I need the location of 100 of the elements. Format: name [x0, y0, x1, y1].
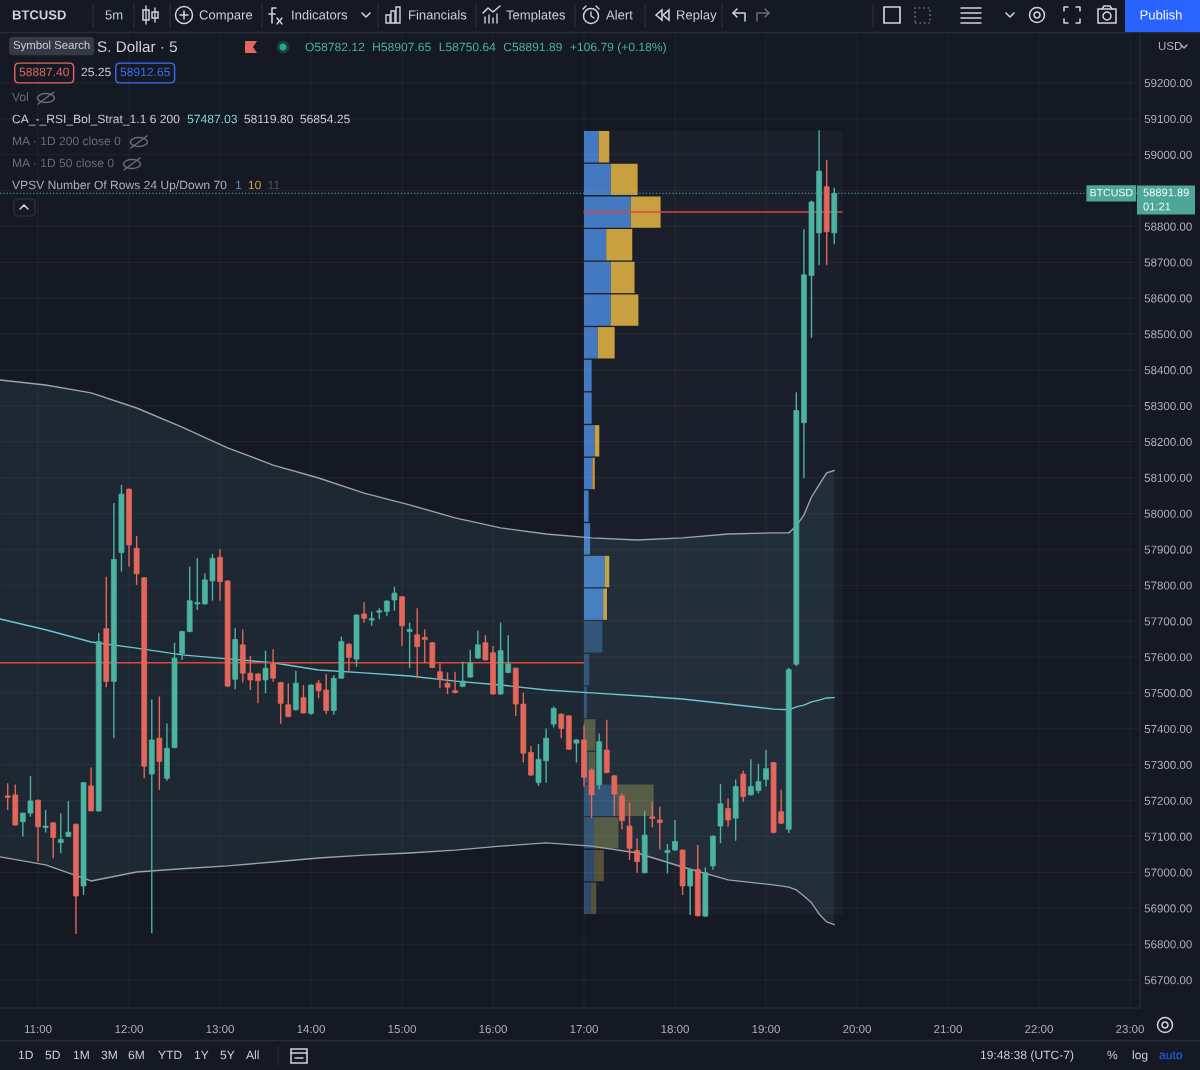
y-tick-label: 57500.00 — [1144, 689, 1192, 698]
candlestick — [57, 812, 64, 855]
y-tick-label: 57900.00 — [1144, 545, 1192, 554]
text: 1M — [73, 1050, 89, 1060]
candlestick — [475, 629, 481, 660]
bar — [590, 882, 597, 914]
text: Publish — [1140, 9, 1182, 20]
candlestick — [42, 809, 49, 834]
text: auto — [1159, 1051, 1183, 1060]
candlestick — [285, 682, 292, 719]
candlestick — [459, 661, 466, 688]
candlestick — [300, 684, 307, 715]
text: All — [246, 1050, 259, 1060]
bar — [603, 588, 607, 620]
candlestick — [528, 745, 534, 777]
candlestick — [740, 770, 747, 803]
annotation: 58887.40 — [19, 67, 69, 77]
text: Alert — [606, 9, 633, 20]
candlestick — [270, 648, 276, 683]
y-tick-label: 57600.00 — [1144, 653, 1192, 662]
text: 1D — [18, 1050, 33, 1060]
x-tick-label: 16:00 — [479, 1024, 507, 1034]
ref-line-label: BTCUSD — [1090, 188, 1133, 197]
text: 01:21 — [1143, 202, 1171, 211]
candlestick — [437, 662, 443, 689]
candlestick — [649, 800, 656, 828]
text: Financials — [409, 9, 467, 20]
candlestick — [444, 671, 451, 695]
candlestick — [179, 630, 185, 661]
annotation: Symbol Search — [13, 40, 90, 52]
line-series — [0, 842, 835, 926]
candlestick — [467, 649, 474, 679]
x-tick-label: 18:00 — [661, 1024, 689, 1034]
candlestick — [550, 705, 557, 729]
annotation: MA · 1D 200 close 0 — [12, 136, 121, 146]
text: Templates — [506, 9, 566, 23]
y-tick-label: 57100.00 — [1144, 832, 1192, 841]
text: 5Y — [220, 1050, 235, 1060]
candlestick — [603, 719, 610, 775]
text: Indicators — [292, 9, 348, 20]
y-tick-label: 58800.00 — [1144, 222, 1192, 231]
annotation: H58907.65 — [373, 42, 431, 52]
annotation: 25.25 — [81, 67, 111, 77]
text: YTD — [158, 1050, 182, 1060]
x-tick-label: 14:00 — [297, 1024, 325, 1034]
y-tick-label: 56700.00 — [1144, 976, 1192, 985]
annotation: CA_-_RSI_Bol_Strat_1.1 6 200 — [12, 114, 180, 126]
y-tick-label: 57700.00 — [1144, 617, 1192, 626]
text: 19:48:38 (UTC-7) — [980, 1050, 1074, 1062]
bar — [584, 588, 604, 620]
bar — [598, 131, 610, 163]
x-tick-label: 23:00 — [1116, 1024, 1144, 1034]
bar — [584, 686, 588, 718]
x-tick-label: 22:00 — [1025, 1024, 1053, 1034]
candlestick — [626, 802, 633, 861]
y-tick-label: 57800.00 — [1144, 581, 1192, 590]
y-tick-label: 58600.00 — [1144, 294, 1192, 303]
candlestick — [558, 712, 565, 739]
candlestick — [277, 681, 284, 725]
bar — [592, 457, 595, 490]
candlestick — [414, 607, 421, 679]
y-tick-label: 59000.00 — [1144, 150, 1192, 159]
y-tick-label: 59200.00 — [1144, 79, 1192, 88]
text: 3M — [101, 1050, 117, 1060]
annotation: 58119.80 — [244, 114, 293, 124]
candlestick — [361, 601, 367, 624]
y-tick-label: 56900.00 — [1144, 904, 1192, 913]
y-tick-label: 58200.00 — [1144, 437, 1192, 447]
x-tick-label: 21:00 — [934, 1024, 962, 1034]
candlestick — [156, 695, 163, 791]
y-tick-label: 57300.00 — [1144, 760, 1192, 769]
x-tick-label: 13:00 — [206, 1024, 234, 1034]
candlestick — [421, 628, 428, 664]
text: Compare — [199, 10, 253, 23]
y-tick-label: 58400.00 — [1144, 366, 1192, 375]
y-tick-label: 57400.00 — [1144, 724, 1192, 734]
candlestick — [50, 821, 57, 860]
y-tick-label: 58700.00 — [1144, 258, 1192, 267]
y-tick-label: 57200.00 — [1144, 796, 1192, 805]
candlestick — [262, 649, 269, 694]
bar — [584, 882, 591, 914]
candlestick — [346, 642, 352, 673]
y-tick-label: 58300.00 — [1144, 401, 1192, 411]
candlestick — [656, 805, 663, 851]
annotation: VPSV Number Of Rows 24 Up/Down 70 — [12, 180, 227, 192]
y-tick-label: 58100.00 — [1144, 473, 1192, 482]
annotation: MA · 1D 50 close 0 — [12, 158, 114, 168]
annotation: O58782.12 — [305, 42, 365, 52]
text: 58891.89 — [1143, 188, 1189, 197]
line-series — [0, 618, 835, 711]
x-tick-label: 19:00 — [752, 1024, 780, 1034]
text: % — [1107, 1050, 1118, 1060]
bar — [584, 131, 599, 163]
annotation: S. Dollar · 5 — [97, 40, 178, 53]
y-tick-label: 58000.00 — [1144, 509, 1192, 518]
x-tick-label: 17:00 — [570, 1024, 598, 1034]
text: 6M — [128, 1050, 144, 1060]
text: Replay — [677, 9, 717, 23]
candlestick — [406, 621, 413, 669]
y-tick-label: 58500.00 — [1144, 330, 1192, 339]
